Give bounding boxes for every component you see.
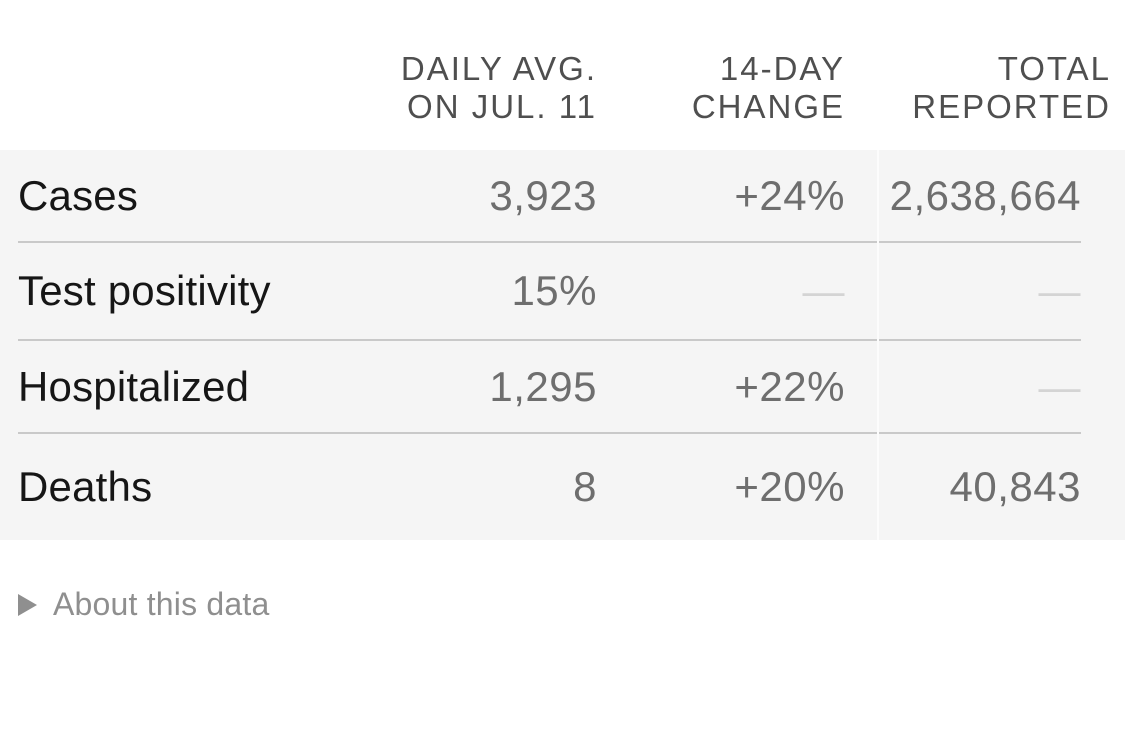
table-row-deaths: Deaths 8 +20% 40,843 [18, 434, 1081, 540]
daily-avg-value: 8 [573, 463, 597, 510]
total-value-placeholder: — [1038, 267, 1081, 314]
stats-table: Cases 3,923 +24% 2,638,664 Test positivi… [0, 150, 1125, 540]
column-header-daily-avg: DAILY AVG. ON JUL. 11 [400, 50, 597, 125]
row-label: Test positivity [18, 267, 271, 314]
row-label: Hospitalized [18, 362, 250, 410]
table-row-test-positivity: Test positivity 15% — — [18, 243, 1081, 341]
column-header-total-reported: TOTAL REPORTED [912, 50, 1111, 125]
change-value: +24% [734, 171, 845, 219]
table-row-cases: Cases 3,923 +24% 2,638,664 [18, 150, 1081, 243]
row-label: Cases [18, 171, 139, 219]
about-this-data-toggle[interactable]: About this data [18, 586, 269, 623]
column-divider [877, 150, 879, 540]
change-value-placeholder: — [802, 267, 845, 314]
covid-stats-panel: DAILY AVG. ON JUL. 11 14-DAY CHANGE TOTA… [0, 50, 1125, 751]
table-header: DAILY AVG. ON JUL. 11 14-DAY CHANGE TOTA… [18, 50, 1111, 126]
change-value: +22% [734, 362, 845, 410]
total-value: 2,638,664 [889, 171, 1081, 219]
stats-rows: Cases 3,923 +24% 2,638,664 Test positivi… [0, 150, 1125, 540]
table-row-hospitalized: Hospitalized 1,295 +22% — [18, 341, 1081, 434]
expand-triangle-icon [18, 593, 37, 616]
total-value-placeholder: — [1038, 362, 1081, 410]
change-value: +20% [734, 463, 845, 510]
daily-avg-value: 15% [511, 267, 597, 314]
daily-avg-value: 1,295 [489, 362, 597, 410]
daily-avg-value: 3,923 [489, 171, 597, 219]
column-header-14-day-change: 14-DAY CHANGE [691, 50, 845, 125]
row-label: Deaths [18, 463, 153, 510]
total-value: 40,843 [949, 463, 1081, 510]
about-this-data-label: About this data [53, 586, 270, 622]
